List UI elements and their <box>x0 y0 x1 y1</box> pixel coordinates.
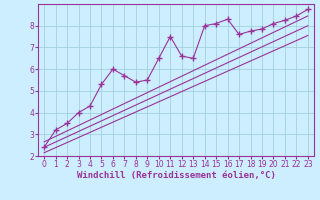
X-axis label: Windchill (Refroidissement éolien,°C): Windchill (Refroidissement éolien,°C) <box>76 171 276 180</box>
